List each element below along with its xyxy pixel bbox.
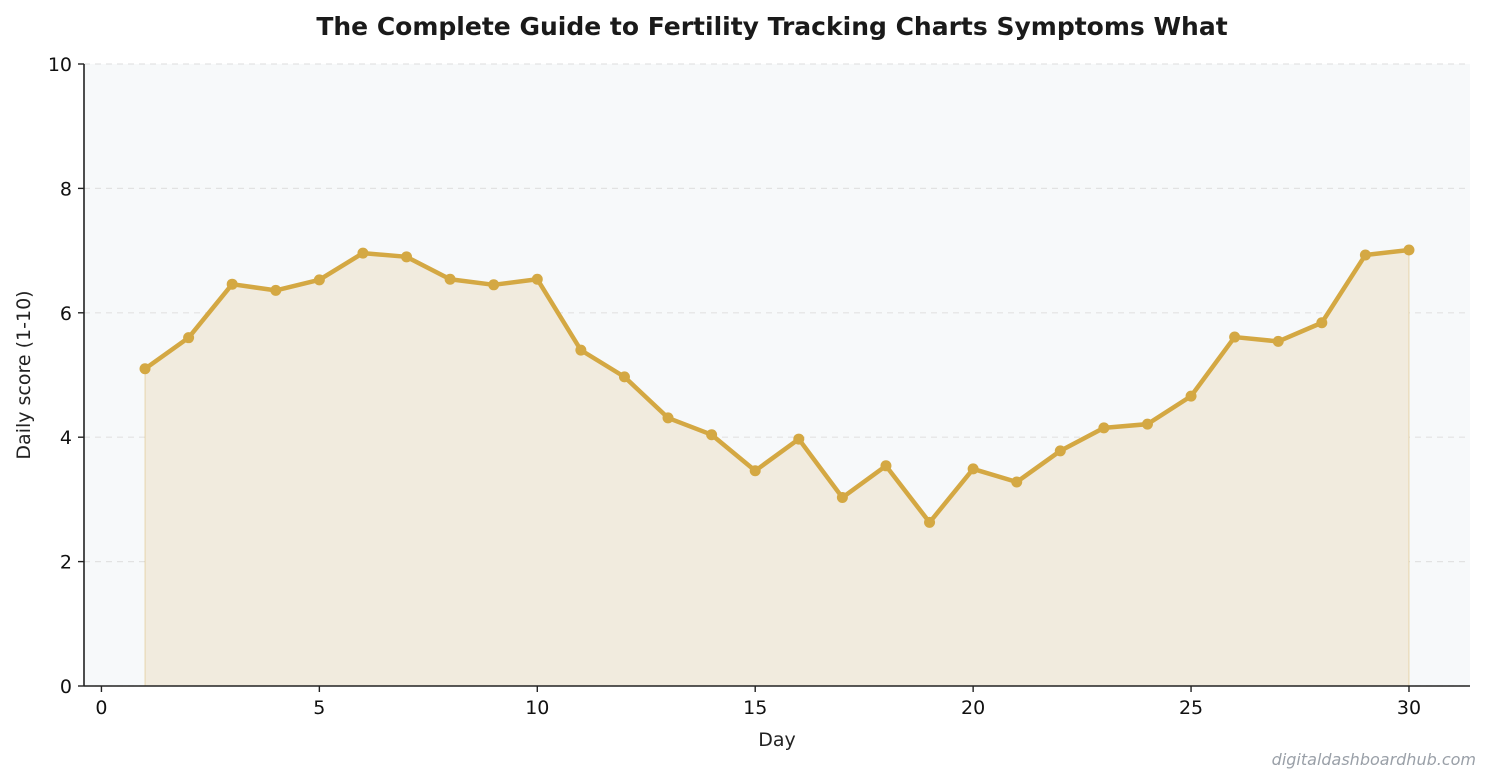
x-tick-label-30: 30 bbox=[1397, 697, 1421, 719]
x-tick-label-25: 25 bbox=[1179, 697, 1203, 719]
data-point-day-4 bbox=[270, 284, 282, 296]
data-point-day-29 bbox=[1359, 249, 1371, 261]
area-edges bbox=[144, 249, 1410, 686]
x-axis-ticks: 0 5 10 15 20 25 30 bbox=[95, 686, 1421, 719]
data-point-day-10 bbox=[531, 273, 543, 285]
axes bbox=[83, 64, 1470, 687]
data-point-day-21 bbox=[1011, 476, 1023, 488]
data-point-day-1 bbox=[139, 363, 151, 375]
y-tick-label-0: 0 bbox=[60, 676, 72, 698]
y-tick-label-4: 4 bbox=[60, 427, 72, 449]
x-tick-label-15: 15 bbox=[743, 697, 767, 719]
y-tick-label-8: 8 bbox=[60, 178, 72, 200]
series-line bbox=[142, 247, 1412, 525]
data-point-day-16 bbox=[793, 433, 805, 445]
data-point-day-18 bbox=[880, 460, 892, 472]
data-point-day-2 bbox=[183, 332, 195, 344]
data-point-day-14 bbox=[706, 429, 718, 441]
data-point-day-9 bbox=[488, 279, 500, 291]
x-tick-label-5: 5 bbox=[313, 697, 325, 719]
data-point-day-26 bbox=[1229, 331, 1241, 343]
x-tick-label-10: 10 bbox=[525, 697, 549, 719]
data-points bbox=[139, 244, 1415, 528]
data-point-day-5 bbox=[313, 274, 325, 286]
y-tick-label-2: 2 bbox=[60, 552, 72, 574]
data-point-day-28 bbox=[1316, 317, 1328, 329]
y-axis-label: Daily score (1-10) bbox=[13, 290, 35, 459]
data-point-day-11 bbox=[575, 344, 587, 356]
data-point-day-22 bbox=[1054, 445, 1066, 457]
data-point-day-30 bbox=[1403, 244, 1415, 256]
y-axis-ticks: 0 2 4 6 8 10 bbox=[48, 54, 84, 698]
data-point-day-25 bbox=[1185, 390, 1197, 402]
data-point-day-15 bbox=[749, 465, 761, 477]
data-point-day-19 bbox=[924, 516, 936, 528]
x-tick-label-0: 0 bbox=[95, 697, 107, 719]
data-point-day-27 bbox=[1272, 335, 1284, 347]
data-point-day-3 bbox=[226, 278, 238, 290]
data-point-day-13 bbox=[662, 412, 674, 424]
x-axis-label: Day bbox=[758, 729, 796, 751]
chart-title: The Complete Guide to Fertility Tracking… bbox=[316, 12, 1227, 41]
y-tick-label-6: 6 bbox=[60, 303, 72, 325]
watermark: digitaldashboardhub.com bbox=[1272, 750, 1476, 769]
data-point-day-8 bbox=[444, 273, 456, 285]
data-point-day-23 bbox=[1098, 422, 1110, 434]
data-point-day-7 bbox=[401, 251, 413, 263]
data-point-day-24 bbox=[1141, 418, 1153, 430]
data-point-day-20 bbox=[967, 463, 979, 475]
series-area bbox=[145, 249, 1409, 686]
data-point-day-17 bbox=[836, 492, 848, 504]
x-tick-label-20: 20 bbox=[961, 697, 985, 719]
data-point-day-6 bbox=[357, 247, 369, 259]
data-point-day-12 bbox=[618, 371, 630, 383]
y-tick-label-10: 10 bbox=[48, 54, 72, 76]
